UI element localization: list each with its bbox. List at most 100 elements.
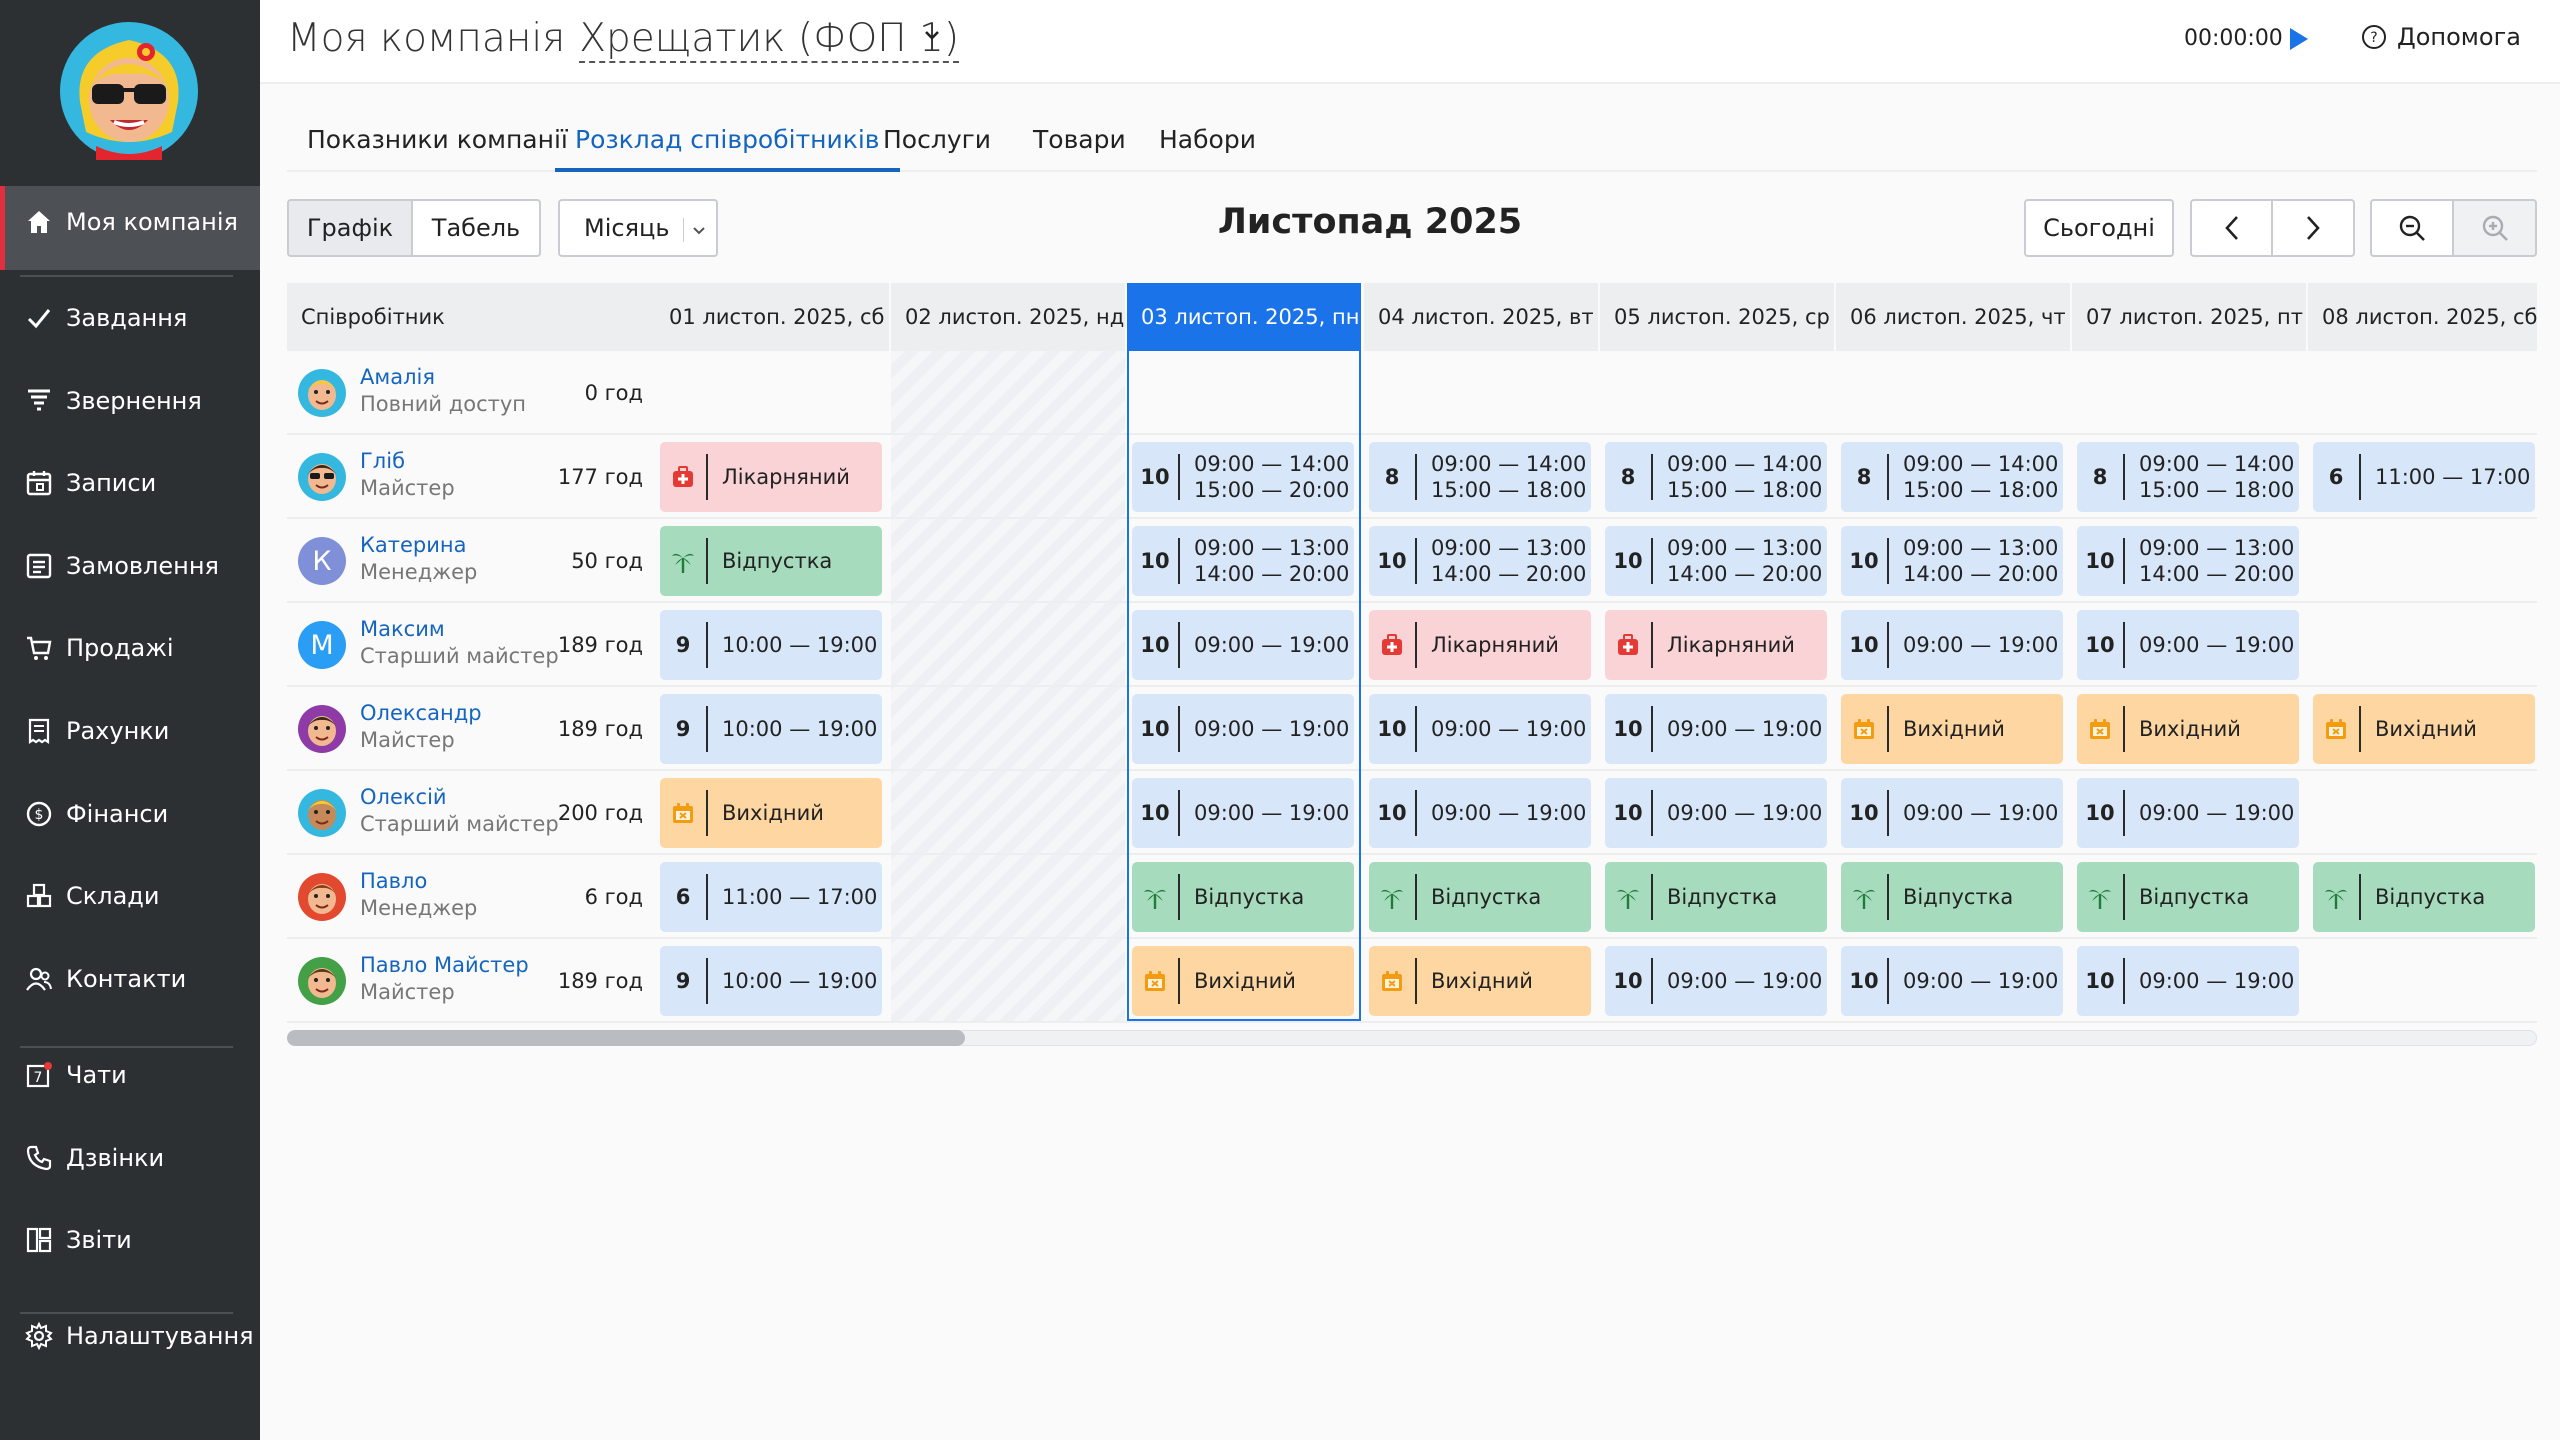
sick-cell[interactable]: Лікарняний <box>660 442 882 512</box>
shift-cell[interactable]: 10 09:00 — 13:00 14:00 — 20:00 <box>1841 526 2063 596</box>
tab-services[interactable]: Послуги <box>883 125 991 154</box>
company-selector[interactable]: Хрещатик (ФОП 1) <box>579 16 960 63</box>
day-column-header[interactable]: 05 листоп. 2025, ср <box>1600 283 1834 351</box>
shift-cell[interactable]: 10 09:00 — 14:00 15:00 — 20:00 <box>1132 442 1354 512</box>
tab-goods[interactable]: Товари <box>1033 125 1126 154</box>
employee-name[interactable]: Олександр <box>360 701 482 725</box>
zoom-out-button[interactable] <box>2370 199 2454 257</box>
sidebar-item-6[interactable]: Продажі <box>0 613 260 683</box>
sidebar-item-3[interactable]: Звернення <box>0 366 260 436</box>
employee-name[interactable]: Максим <box>360 617 445 641</box>
sick-cell[interactable]: Лікарняний <box>1605 610 1827 680</box>
today-button[interactable]: Сьогодні <box>2024 199 2174 257</box>
dayoff-cell[interactable]: Вихідний <box>1132 946 1354 1016</box>
day-column-header[interactable]: 03 листоп. 2025, пн <box>1127 283 1361 351</box>
shift-times: 09:00 — 13:00 14:00 — 20:00 <box>1653 535 1822 587</box>
shift-cell[interactable]: 9 10:00 — 19:00 <box>660 694 882 764</box>
vacation-cell[interactable]: Відпустка <box>2077 862 2299 932</box>
employee-name[interactable]: Гліб <box>360 449 406 473</box>
help-link[interactable]: ? Допомога <box>2361 23 2521 51</box>
shift-cell[interactable]: 10 09:00 — 19:00 <box>1132 778 1354 848</box>
shift-cell[interactable]: 8 09:00 — 14:00 15:00 — 18:00 <box>2077 442 2299 512</box>
period-select[interactable]: Місяць <box>558 199 718 257</box>
shift-cell[interactable]: 10 09:00 — 19:00 <box>1841 778 2063 848</box>
next-button[interactable] <box>2271 199 2355 257</box>
shift-hours: 10 <box>1369 538 1417 584</box>
day-column-header[interactable]: 04 листоп. 2025, вт <box>1364 283 1598 351</box>
sidebar-item-11[interactable]: 7 Чати <box>0 1040 260 1110</box>
table-view-button[interactable]: Табель <box>411 199 541 257</box>
shift-cell[interactable]: 10 09:00 — 19:00 <box>2077 610 2299 680</box>
vacation-cell[interactable]: Відпустка <box>1132 862 1354 932</box>
shift-cell[interactable]: 6 11:00 — 17:00 <box>660 862 882 932</box>
dayoff-cell[interactable]: Вихідний <box>1841 694 2063 764</box>
shift-cell[interactable]: 10 09:00 — 13:00 14:00 — 20:00 <box>1132 526 1354 596</box>
prev-button[interactable] <box>2190 199 2273 257</box>
shift-cell[interactable]: 10 09:00 — 19:00 <box>1605 694 1827 764</box>
employee-name[interactable]: Олексій <box>360 785 447 809</box>
shift-cell[interactable]: 10 09:00 — 19:00 <box>1369 778 1591 848</box>
dayoff-cell[interactable]: Вихідний <box>2077 694 2299 764</box>
employee-name[interactable]: Павло Майстер <box>360 953 529 977</box>
graph-view-button[interactable]: Графік <box>287 199 413 257</box>
user-avatar[interactable] <box>60 22 198 160</box>
tab-company-indicators[interactable]: Показники компанії <box>307 125 568 154</box>
shift-cell[interactable]: 10 09:00 — 19:00 <box>2077 778 2299 848</box>
shift-cell[interactable]: 8 09:00 — 14:00 15:00 — 18:00 <box>1605 442 1827 512</box>
sidebar-item-10[interactable]: Контакти <box>0 944 260 1014</box>
shift-hours: 6 <box>2313 454 2361 500</box>
zoom-in-button[interactable] <box>2452 199 2537 257</box>
shift-cell[interactable]: 9 10:00 — 19:00 <box>660 610 882 680</box>
dayoff-cell[interactable]: Вихідний <box>1369 946 1591 1016</box>
shift-cell[interactable]: 10 09:00 — 19:00 <box>1369 694 1591 764</box>
employee-name[interactable]: Павло <box>360 869 428 893</box>
shift-cell[interactable]: 10 09:00 — 19:00 <box>2077 946 2299 1016</box>
sidebar-item-14[interactable]: Налаштування <box>0 1301 260 1371</box>
vacation-cell[interactable]: Відпустка <box>1841 862 2063 932</box>
shift-cell[interactable]: 10 09:00 — 19:00 <box>1605 778 1827 848</box>
shift-cell[interactable]: 10 09:00 — 19:00 <box>1841 946 2063 1016</box>
sick-cell[interactable]: Лікарняний <box>1369 610 1591 680</box>
day-column-header[interactable]: 08 листоп. 2025, сб <box>2308 283 2537 351</box>
shift-cell[interactable]: 10 09:00 — 13:00 14:00 — 20:00 <box>2077 526 2299 596</box>
play-icon[interactable] <box>2288 26 2310 56</box>
shift-cell[interactable]: 10 09:00 — 13:00 14:00 — 20:00 <box>1605 526 1827 596</box>
employee-role: Майстер <box>360 728 455 752</box>
shift-cell[interactable]: 10 09:00 — 19:00 <box>1841 610 2063 680</box>
sidebar-item-7[interactable]: Рахунки <box>0 696 260 766</box>
dayoff-cell[interactable]: Вихідний <box>660 778 882 848</box>
dayoff-cell[interactable]: Вихідний <box>2313 694 2535 764</box>
sidebar-item-4[interactable]: Записи <box>0 448 260 518</box>
sidebar-item-12[interactable]: Дзвінки <box>0 1123 260 1193</box>
sidebar-item-9[interactable]: Склади <box>0 861 260 931</box>
shift-cell[interactable]: 10 09:00 — 19:00 <box>1132 610 1354 680</box>
shift-cell[interactable]: 8 09:00 — 14:00 15:00 — 18:00 <box>1841 442 2063 512</box>
employee-avatar <box>298 705 346 753</box>
day-column-header[interactable]: 06 листоп. 2025, чт <box>1836 283 2070 351</box>
shift-cell[interactable]: 10 09:00 — 19:00 <box>1605 946 1827 1016</box>
sidebar-item-1[interactable]: Моя компанія <box>0 187 260 257</box>
sidebar-item-13[interactable]: Звіти <box>0 1205 260 1275</box>
vacation-cell[interactable]: Відпустка <box>1605 862 1827 932</box>
vacation-cell[interactable]: Відпустка <box>660 526 882 596</box>
shift-cell[interactable]: 10 09:00 — 13:00 14:00 — 20:00 <box>1369 526 1591 596</box>
shift-cell[interactable]: 8 09:00 — 14:00 15:00 — 18:00 <box>1369 442 1591 512</box>
vacation-cell[interactable]: Відпустка <box>2313 862 2535 932</box>
day-column-header[interactable]: 02 листоп. 2025, нд <box>891 283 1125 351</box>
shift-cell[interactable]: 10 09:00 — 19:00 <box>1132 694 1354 764</box>
sidebar-item-5[interactable]: Замовлення <box>0 531 260 601</box>
day-column-header[interactable]: 01 листоп. 2025, сб <box>655 283 889 351</box>
employee-name[interactable]: Амалія <box>360 365 435 389</box>
row-divider <box>287 853 2537 855</box>
sidebar-item-8[interactable]: $ Фінанси <box>0 779 260 849</box>
vacation-cell[interactable]: Відпустка <box>1369 862 1591 932</box>
shift-cell[interactable]: 9 10:00 — 19:00 <box>660 946 882 1016</box>
scrollbar-thumb[interactable] <box>287 1030 965 1046</box>
employee-name[interactable]: Катерина <box>360 533 467 557</box>
sidebar-item-2[interactable]: Завдання <box>0 283 260 353</box>
shift-cell[interactable]: 6 11:00 — 17:00 <box>2313 442 2535 512</box>
chevron-down-icon[interactable] <box>923 26 941 48</box>
tab-bundles[interactable]: Набори <box>1159 125 1256 154</box>
day-column-header[interactable]: 07 листоп. 2025, пт <box>2072 283 2306 351</box>
tab-employee-schedule[interactable]: Розклад співробітників <box>555 120 900 172</box>
